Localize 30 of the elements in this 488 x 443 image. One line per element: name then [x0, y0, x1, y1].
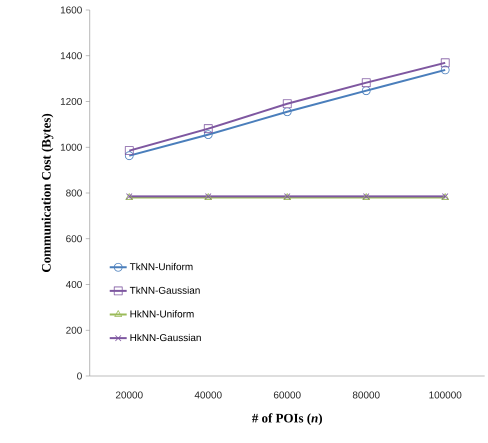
point [124, 146, 134, 156]
y-axis-title: Communication Cost (Bytes) [42, 114, 54, 272]
y-tick-label: 1600 [60, 6, 82, 14]
legend-label: HkNN-Gaussian [130, 334, 201, 342]
point [124, 151, 134, 160]
y-tick-label: 400 [66, 281, 82, 288]
legend-label: TkNN-Gaussian [130, 286, 200, 294]
y-tick-label: 800 [66, 190, 82, 197]
y-tick-label: 1400 [60, 52, 82, 60]
point [362, 86, 371, 96]
x-tick-label: 100000 [429, 392, 462, 399]
y-tick-label: 0 [77, 372, 82, 380]
y-tick-label: 200 [66, 326, 82, 334]
y-tick-label: 1000 [60, 144, 82, 151]
point [204, 124, 213, 134]
point [440, 58, 450, 68]
x-tick-label: 20000 [116, 392, 143, 399]
x-tick-label: 80000 [352, 392, 380, 399]
point [282, 107, 292, 116]
point [204, 130, 213, 140]
y-tick-label: 600 [66, 235, 82, 242]
x-tick-label: 40000 [194, 392, 222, 399]
x-axis-title: # of POIs (n) [252, 413, 322, 426]
y-tick-label: 1200 [60, 98, 82, 106]
legend-label: HkNN-Uniform [130, 310, 194, 318]
x-tick-label: 60000 [274, 392, 301, 399]
point [440, 66, 450, 74]
point [282, 99, 292, 108]
point [362, 78, 371, 88]
legend-label: TkNN-Uniform [130, 263, 192, 270]
